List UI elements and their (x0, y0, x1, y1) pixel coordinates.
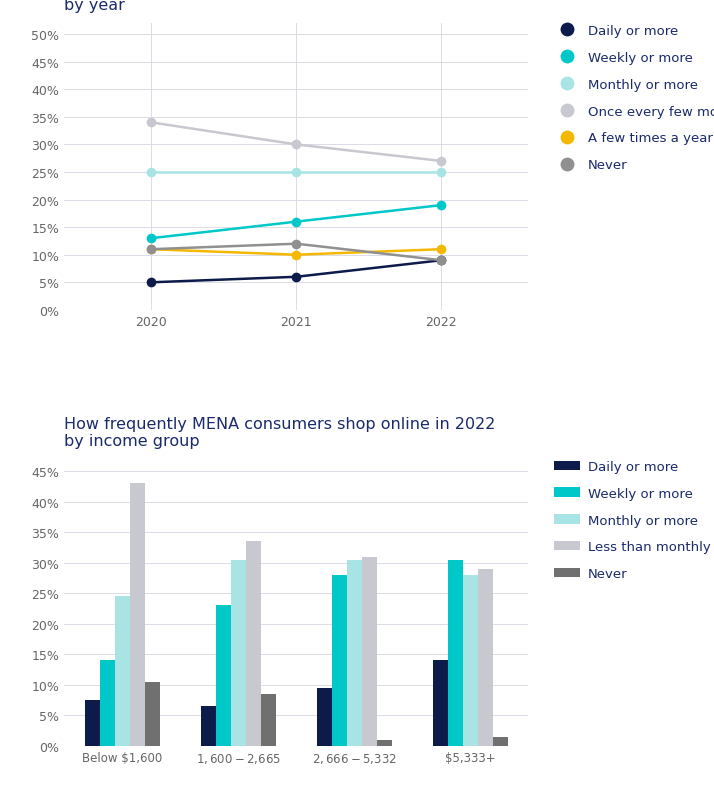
Bar (130, 484, 145, 746)
Bar (100, 661, 115, 746)
Bar (261, 694, 276, 746)
Bar (216, 606, 231, 746)
Bar (115, 597, 130, 746)
Bar (201, 707, 216, 746)
Bar (145, 682, 160, 746)
Bar (332, 575, 347, 746)
Legend: Daily or more, Weekly or more, Monthly or more, Less than monthly, Never: Daily or more, Weekly or more, Monthly o… (553, 460, 710, 581)
Bar (316, 688, 332, 746)
Bar (478, 569, 493, 746)
Bar (493, 737, 508, 746)
Bar (377, 739, 392, 746)
Bar (463, 575, 478, 746)
Text: How frequently MENA consumers shop online in 2022
by income group: How frequently MENA consumers shop onlin… (64, 416, 496, 448)
Bar (433, 661, 448, 746)
Bar (448, 560, 463, 746)
Bar (362, 557, 377, 746)
Bar (347, 560, 362, 746)
Bar (231, 560, 246, 746)
Bar (246, 541, 261, 746)
Text: How frequently MENA consumers shop online
by year: How frequently MENA consumers shop onlin… (64, 0, 430, 13)
Bar (84, 700, 100, 746)
Legend: Daily or more, Weekly or more, Monthly or more, Once every few months, A few tim: Daily or more, Weekly or more, Monthly o… (553, 25, 714, 172)
